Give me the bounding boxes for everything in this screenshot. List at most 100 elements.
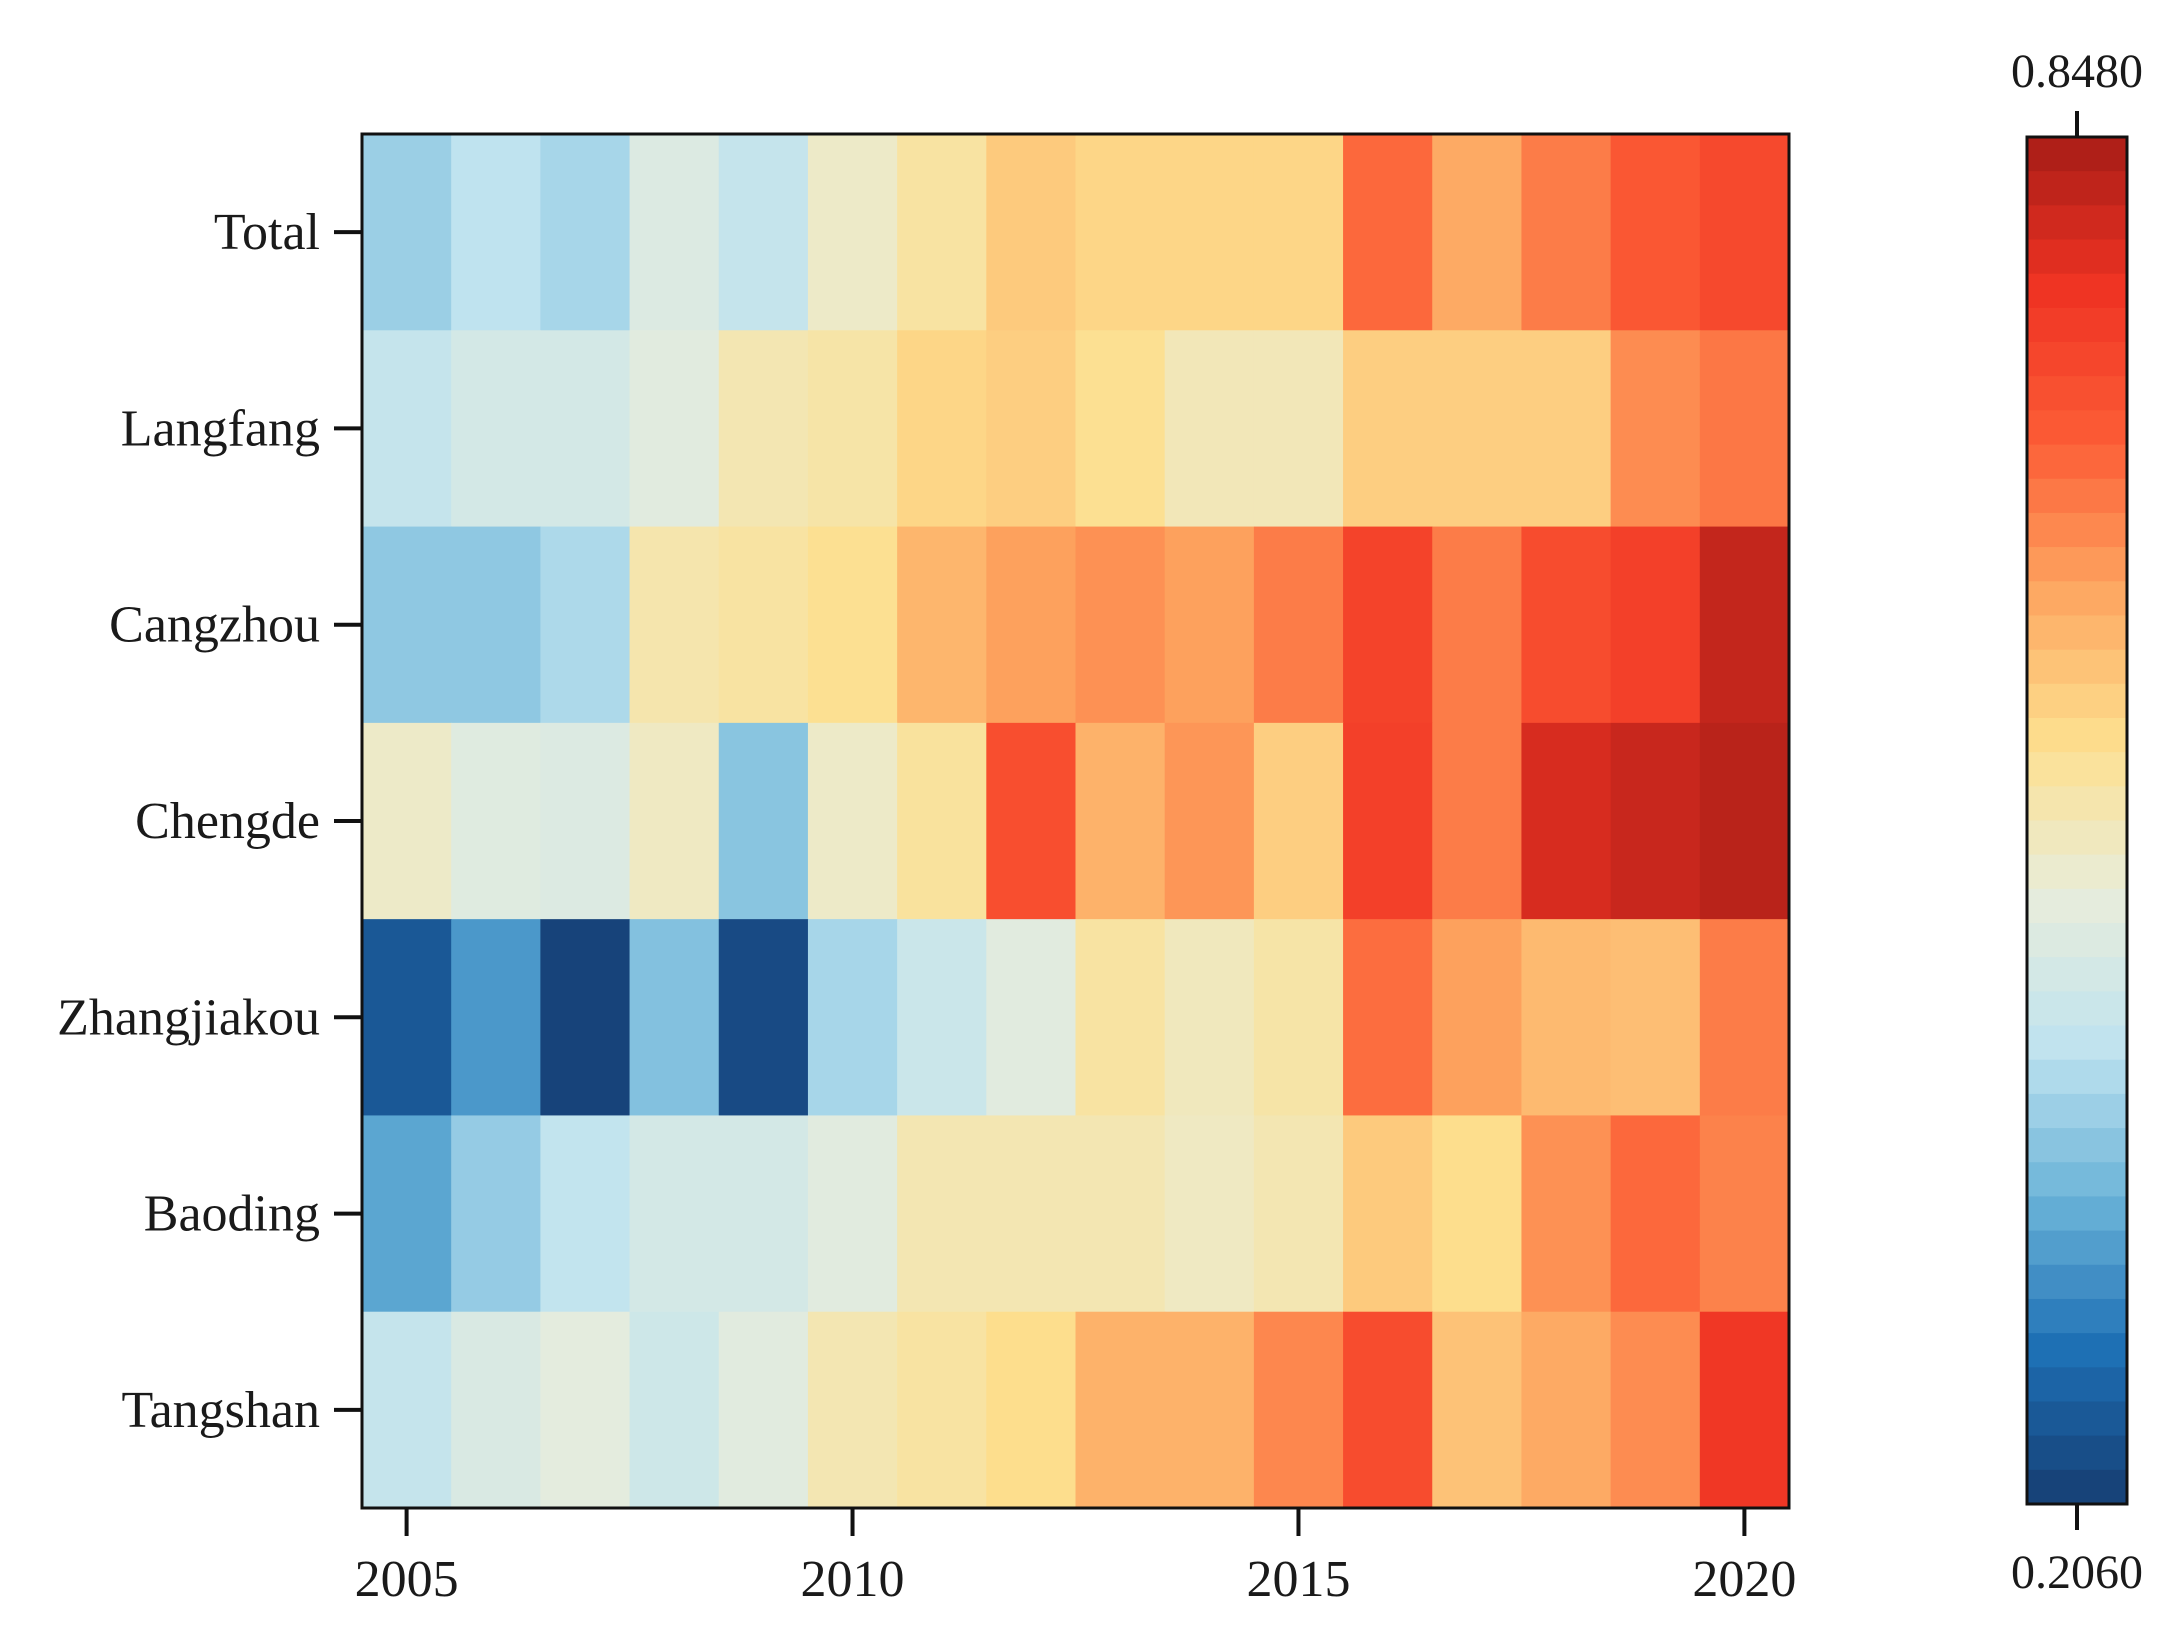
colorbar: 0.8480 0.2060 xyxy=(2011,45,2143,1599)
heatmap-cell xyxy=(1521,1311,1612,1509)
heatmap-cell xyxy=(1343,1311,1433,1509)
heatmap-cell xyxy=(362,1311,452,1509)
heatmap-cell xyxy=(540,526,631,724)
heatmap-cell xyxy=(1521,919,1612,1117)
colorbar-level xyxy=(2027,1401,2127,1437)
heatmap-cell xyxy=(1610,526,1701,724)
colorbar-level xyxy=(2027,205,2127,241)
heatmap-cell xyxy=(807,722,898,920)
heatmap-cell xyxy=(1432,919,1523,1117)
heatmap-cell xyxy=(629,526,720,724)
colorbar-level xyxy=(2027,1196,2127,1232)
heatmap-cell xyxy=(1075,526,1166,724)
y-tick-label: Langfang xyxy=(121,400,320,457)
colorbar-level xyxy=(2027,376,2127,411)
heatmap-cell xyxy=(1343,134,1433,331)
colorbar-level xyxy=(2027,649,2127,685)
heatmap-cell xyxy=(1164,1115,1255,1313)
heatmap-cell xyxy=(1699,134,1790,331)
colorbar-level xyxy=(2027,171,2127,206)
colorbar-level xyxy=(2027,1093,2127,1129)
heatmap-cell xyxy=(362,526,452,724)
heatmap-cell xyxy=(807,526,898,724)
colorbar-level xyxy=(2027,1469,2127,1505)
heatmap-cell xyxy=(807,919,898,1117)
heatmap-cell xyxy=(1075,722,1166,920)
heatmap-cell xyxy=(1610,134,1701,331)
heatmap-cell xyxy=(1432,1115,1523,1313)
heatmap-cell xyxy=(1521,1115,1612,1313)
y-tick-label: Total xyxy=(214,204,320,261)
heatmap-cell xyxy=(807,1115,898,1313)
y-tick-label: Zhangjiakou xyxy=(57,989,320,1046)
heatmap-cell xyxy=(362,134,452,331)
heatmap-cell xyxy=(1164,1311,1255,1509)
heatmap-cell xyxy=(1699,722,1790,920)
colorbar-level xyxy=(2027,239,2127,275)
colorbar-level xyxy=(2027,547,2127,582)
heatmap-cell xyxy=(1164,134,1255,331)
heatmap-cell xyxy=(1610,330,1701,528)
colorbar-level xyxy=(2027,478,2127,514)
colorbar-level xyxy=(2027,1298,2127,1334)
colorbar-level xyxy=(2027,888,2127,924)
colorbar-level xyxy=(2027,342,2127,377)
colorbar-level xyxy=(2027,307,2127,343)
heatmap-cell xyxy=(1075,330,1166,528)
heatmap-cell xyxy=(451,526,541,724)
heatmap-cell xyxy=(1164,919,1255,1117)
y-tick-label: Cangzhou xyxy=(109,597,320,654)
heatmap-cell xyxy=(629,919,720,1117)
heatmap-cell xyxy=(807,1311,898,1509)
heatmap-cell xyxy=(718,919,809,1117)
colorbar-level xyxy=(2027,1435,2127,1471)
heatmap-cell xyxy=(362,1115,452,1313)
heatmap-cell xyxy=(986,526,1077,724)
heatmap-cell xyxy=(718,134,809,331)
x-tick-label: 2015 xyxy=(1246,1551,1350,1608)
x-tick-label: 2020 xyxy=(1692,1551,1796,1608)
heatmap-cell xyxy=(1699,330,1790,528)
heatmap-cell xyxy=(897,1311,987,1509)
heatmap-cell xyxy=(1521,330,1612,528)
colorbar-level xyxy=(2027,1367,2127,1403)
heatmap-cell xyxy=(1521,722,1612,920)
y-tick-label: Baoding xyxy=(144,1186,320,1243)
y-axis: Total Langfang Cangzhou Chengde Zhangjiakou B… xyxy=(57,204,362,1439)
heatmap-cell xyxy=(1164,722,1255,920)
heatmap-cell xyxy=(362,330,452,528)
x-tick-label: 2005 xyxy=(355,1551,459,1608)
heatmap-cell xyxy=(629,1311,720,1509)
heatmap-cell xyxy=(362,722,452,920)
heatmap-cell xyxy=(897,526,987,724)
colorbar-level xyxy=(2027,717,2127,753)
heatmap-cell xyxy=(897,330,987,528)
heatmap-cell xyxy=(629,722,720,920)
heatmap-cells xyxy=(362,134,1790,1509)
heatmap-cell xyxy=(1164,526,1255,724)
heatmap-cell xyxy=(718,722,809,920)
heatmap-cell xyxy=(1610,1115,1701,1313)
heatmap-cell xyxy=(451,134,541,331)
heatmap-cell xyxy=(540,330,631,528)
heatmap-cell xyxy=(1432,134,1523,331)
heatmap-cell xyxy=(451,1115,541,1313)
colorbar-level xyxy=(2027,1162,2127,1198)
heatmap-cell xyxy=(807,330,898,528)
heatmap-cell xyxy=(1164,330,1255,528)
heatmap-cell xyxy=(986,1311,1077,1509)
heatmap-cell xyxy=(451,919,541,1117)
colorbar-level xyxy=(2027,1059,2127,1095)
colorbar-level xyxy=(2027,1128,2127,1163)
heatmap-cell xyxy=(540,134,631,331)
heatmap-cell xyxy=(1699,919,1790,1117)
heatmap-cell xyxy=(1343,919,1433,1117)
heatmap-cell xyxy=(451,722,541,920)
heatmap-cell xyxy=(1075,1115,1166,1313)
heatmap-cell xyxy=(451,1311,541,1509)
heatmap-cell xyxy=(897,919,987,1117)
heatmap-cell xyxy=(1343,1115,1433,1313)
heatmap-cell xyxy=(718,526,809,724)
y-tick-label: Chengde xyxy=(135,793,320,850)
